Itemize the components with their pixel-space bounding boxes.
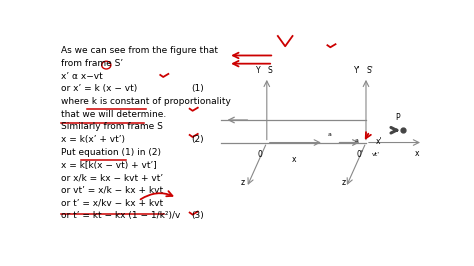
Text: z: z — [342, 178, 346, 187]
Text: that we will determine.: that we will determine. — [61, 110, 166, 119]
Text: S': S' — [366, 66, 373, 75]
Text: x = k[k(x − vt) + vt’]: x = k[k(x − vt) + vt’] — [61, 161, 157, 169]
Text: 0': 0' — [357, 150, 364, 159]
Text: Put equation (1) in (2): Put equation (1) in (2) — [61, 148, 161, 157]
Text: x: x — [415, 149, 419, 158]
Text: where k is constant of proportionality: where k is constant of proportionality — [61, 97, 231, 106]
Text: or t’ = x/kv − kx + kvt: or t’ = x/kv − kx + kvt — [61, 199, 163, 208]
Text: (2): (2) — [191, 135, 204, 144]
Text: a: a — [328, 132, 331, 137]
Text: x’ α x−vt: x’ α x−vt — [61, 72, 103, 81]
Text: or vt’ = x/k − kx + kvt: or vt’ = x/k − kx + kvt — [61, 186, 163, 195]
Text: x: x — [292, 155, 297, 164]
Text: a: a — [354, 138, 358, 143]
Text: z: z — [240, 178, 244, 187]
Text: x = k(x’ + vt’): x = k(x’ + vt’) — [61, 135, 125, 144]
Text: (1): (1) — [191, 84, 204, 93]
Text: (3): (3) — [191, 211, 204, 220]
Text: or t’ = kt − kx (1 − 1/k²)/v: or t’ = kt − kx (1 − 1/k²)/v — [61, 211, 181, 220]
Text: or x/k = kx − kvt + vt’: or x/k = kx − kvt + vt’ — [61, 173, 163, 182]
Text: Y: Y — [256, 66, 261, 75]
Text: 0: 0 — [257, 150, 262, 159]
Text: or x’ = k (x − vt): or x’ = k (x − vt) — [61, 84, 137, 93]
Text: As we can see from the figure that: As we can see from the figure that — [61, 46, 218, 55]
Text: x': x' — [375, 138, 382, 146]
Text: Y': Y' — [354, 66, 361, 75]
Text: P: P — [395, 113, 400, 122]
Text: vt': vt' — [372, 152, 380, 157]
Text: from frame S’: from frame S’ — [61, 59, 123, 68]
Text: Similarly from frame S: Similarly from frame S — [61, 122, 163, 131]
Text: S: S — [268, 66, 273, 75]
